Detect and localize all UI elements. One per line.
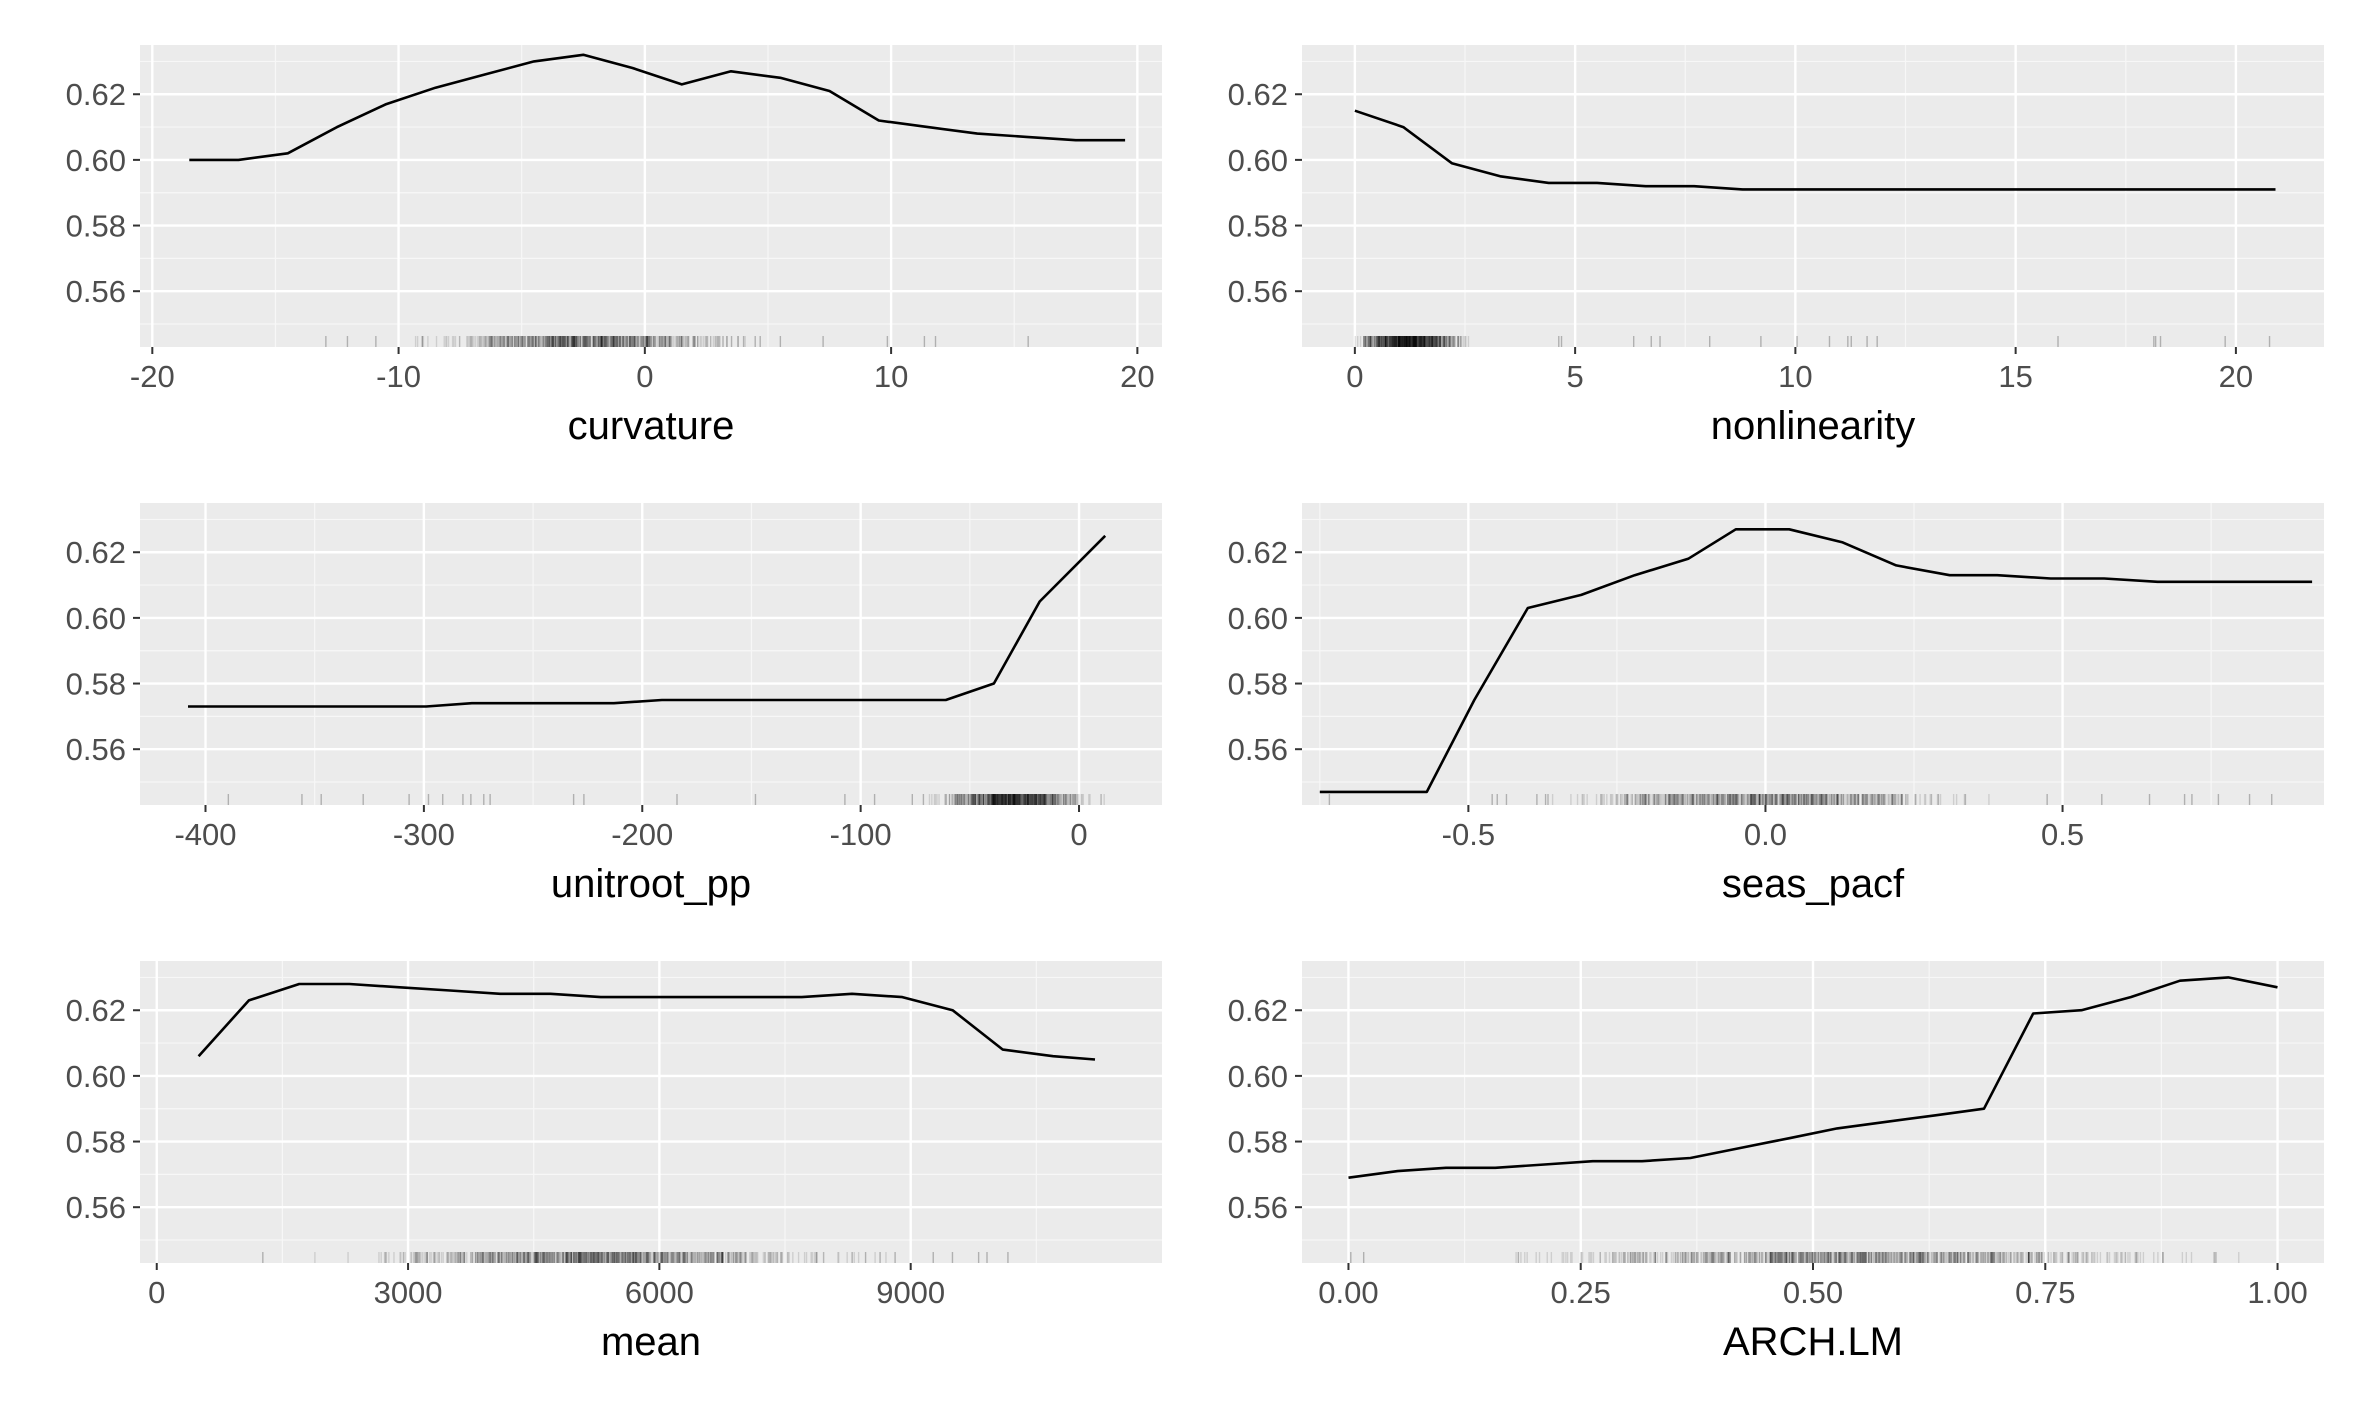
x-axis-title: seas_pacf [1722,862,1905,906]
rug-marks [1328,794,2273,805]
x-axis-title: ARCH.LM [1723,1320,1903,1364]
series-line [1319,527,2313,794]
x-axis-title: nonlinearity [1711,404,1916,448]
x-tick-label: 0.0 [1744,817,1787,852]
y-tick-label: 0.58 [1228,209,1288,244]
x-tick-label: 0.25 [1551,1275,1611,1310]
y-tick-label: 0.62 [1228,535,1288,570]
series-line [189,53,1126,162]
series-line [1354,109,2276,191]
x-tick-label: 15 [1998,359,2032,394]
chart-panel-arch-lm: 0.56 0.58 0.60 0.62 0.00 0.25 0.50 0.75 1.00 ARCH… [1228,961,2324,1364]
x-tick-label: 0 [1070,817,1087,852]
x-tick-label: 0.5 [2041,817,2084,852]
series-line [1348,976,2278,1179]
x-tick-label: 1.00 [2247,1275,2307,1310]
y-tick-label: 0.58 [1228,667,1288,702]
series-line [188,534,1107,708]
x-tick-label: 0 [148,1275,165,1310]
panel-background [1302,45,2324,347]
y-tick-label: 0.60 [1228,143,1288,178]
rug-marks [1350,1252,2240,1263]
chart-panel-mean: 0.56 0.58 0.60 0.62 0 3000 6000 9000 mean [66,961,1162,1364]
y-tick-label: 0.56 [66,274,126,309]
series-line [197,982,1096,1061]
y-tick-label: 0.58 [1228,1125,1288,1160]
y-tick-label: 0.58 [66,667,126,702]
rug-marks [325,336,1029,347]
rug-marks [227,794,1105,805]
y-tick-label: 0.58 [66,1125,126,1160]
y-tick-label: 0.58 [66,209,126,244]
y-tick-label: 0.60 [1228,601,1288,636]
y-tick-label: 0.62 [66,535,126,570]
x-tick-label: -400 [174,817,236,852]
x-tick-label: 0 [1346,359,1363,394]
y-tick-label: 0.56 [66,1190,126,1225]
panel-background [140,45,1162,347]
panel-background [1302,503,2324,805]
y-tick-label: 0.60 [66,1059,126,1094]
x-tick-label: 5 [1566,359,1583,394]
x-tick-label: -200 [611,817,673,852]
y-tick-label: 0.56 [1228,732,1288,767]
x-tick-label: 6000 [625,1275,694,1310]
y-tick-label: 0.62 [66,993,126,1028]
x-tick-label: 10 [874,359,908,394]
y-tick-label: 0.60 [66,601,126,636]
y-tick-label: 0.62 [1228,993,1288,1028]
y-tick-label: 0.60 [66,143,126,178]
x-tick-label: -300 [393,817,455,852]
x-tick-label: 0.75 [2015,1275,2075,1310]
x-tick-label: 3000 [374,1275,443,1310]
x-tick-label: 0.00 [1318,1275,1378,1310]
x-tick-label: 0 [636,359,653,394]
chart-panel-unitroot-pp: 0.56 0.58 0.60 0.62 -400 -300 -200 -100 0 unitroo… [66,503,1162,906]
panel-background [140,503,1162,805]
x-tick-label: -100 [830,817,892,852]
x-tick-label: 9000 [876,1275,945,1310]
x-axis-title: mean [601,1320,701,1364]
y-tick-label: 0.56 [1228,1190,1288,1225]
chart-panel-curvature: 0.56 0.58 0.60 0.62 -20 -10 0 10 20 curvature [66,45,1162,448]
x-tick-label: 20 [2219,359,2253,394]
rug-marks [1354,336,2271,347]
y-tick-label: 0.62 [66,77,126,112]
panel-background [140,961,1162,1263]
y-tick-label: 0.62 [1228,77,1288,112]
x-axis-title: curvature [568,404,735,448]
y-tick-label: 0.56 [1228,274,1288,309]
x-tick-label: 20 [1120,359,1154,394]
x-tick-label: -20 [130,359,175,394]
x-tick-label: 0.50 [1783,1275,1843,1310]
y-tick-label: 0.60 [1228,1059,1288,1094]
x-axis-title: unitroot_pp [551,862,751,906]
x-tick-label: 10 [1778,359,1812,394]
y-tick-label: 0.56 [66,732,126,767]
chart-panel-seas-pacf: 0.56 0.58 0.60 0.62 -0.5 0.0 0.5 seas_pacf [1228,503,2324,906]
rug-marks [262,1252,1009,1263]
chart-panel-nonlinearity: 0.56 0.58 0.60 0.62 0 5 10 15 20 nonlinearity [1228,45,2324,448]
x-tick-label: -10 [376,359,421,394]
x-tick-label: -0.5 [1442,817,1495,852]
